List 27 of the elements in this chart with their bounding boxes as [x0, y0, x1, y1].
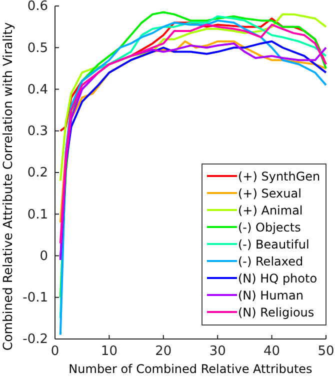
legend-label: (N) Religious [238, 306, 314, 320]
x-tick-label: 50 [318, 344, 334, 360]
y-tick-label: -0.2 [22, 332, 48, 348]
x-tick-label: 40 [264, 344, 280, 360]
y-tick-label: -0.1 [22, 290, 48, 306]
x-tick-label: 20 [155, 344, 172, 360]
y-tick-label: 0 [40, 248, 48, 264]
y-axis-title: Combined Relative Attribute Correlation with Virality [0, 22, 15, 351]
legend-label: (+) SynthGen [238, 170, 320, 184]
x-tick-label: 10 [100, 344, 118, 360]
legend-label: (+) Animal [238, 204, 303, 218]
line-series [59, 13, 327, 182]
y-tick-label: 0.2 [27, 166, 48, 181]
y-tick-label: 0.5 [27, 40, 48, 56]
y-tick-label: 0.1 [27, 207, 48, 222]
x-tick-label: 0 [50, 344, 60, 360]
legend-label: (+) Sexual [238, 186, 302, 200]
y-tick-label: 0.3 [27, 124, 48, 140]
legend-label: (-) Beautiful [238, 238, 310, 252]
legend-label: (N) HQ photo [238, 272, 318, 286]
y-tick-label: 0.6 [27, 0, 48, 14]
legend-label: (-) Objects [238, 220, 301, 234]
x-axis-title: Number of Combined Relative Attributes [68, 362, 312, 376]
x-tick-label: 30 [209, 344, 226, 360]
legend-label: (-) Relaxed [238, 254, 304, 268]
y-tick-label: 0.4 [27, 82, 48, 98]
legend-label: (N) Human [238, 288, 304, 302]
